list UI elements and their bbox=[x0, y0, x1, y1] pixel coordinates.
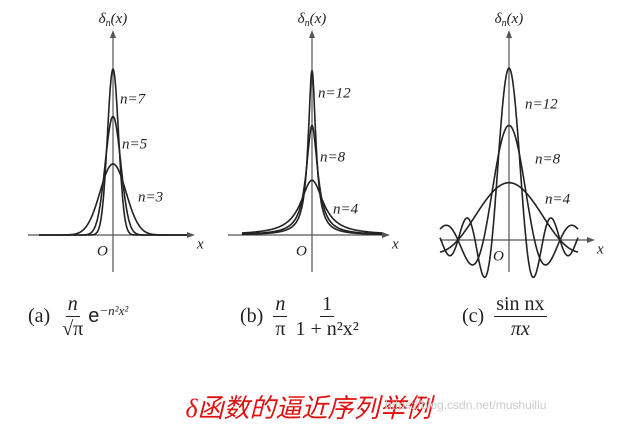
y-axis-label: δn(x) bbox=[99, 11, 128, 29]
origin-label: O bbox=[97, 243, 108, 259]
curve bbox=[439, 124, 579, 266]
fraction: n √π bbox=[60, 292, 85, 341]
caption-tag: (c) bbox=[462, 305, 485, 327]
curve bbox=[39, 163, 187, 236]
curve-label: n=8 bbox=[535, 151, 561, 167]
curve-label: n=8 bbox=[320, 149, 346, 165]
argument: (x) bbox=[310, 11, 327, 27]
curve-label: n=7 bbox=[120, 91, 147, 107]
base: e bbox=[88, 305, 100, 327]
numerator: 1 bbox=[320, 293, 335, 317]
y-arrow bbox=[110, 30, 116, 38]
curve bbox=[241, 179, 383, 234]
denominator: π bbox=[275, 318, 286, 340]
curve-label: n=4 bbox=[545, 191, 571, 207]
subscript: n bbox=[106, 18, 111, 29]
figure-title: δ函数的逼近序列举例 bbox=[185, 394, 432, 423]
argument: (x) bbox=[507, 11, 524, 27]
numerator: n bbox=[273, 293, 288, 317]
argument: (x) bbox=[111, 11, 128, 27]
symbol: δ bbox=[298, 11, 306, 27]
curve-label: n=12 bbox=[525, 96, 558, 112]
curve-label: n=4 bbox=[333, 201, 359, 217]
x-axis-label: x bbox=[391, 236, 399, 252]
curve bbox=[241, 124, 383, 235]
exponent: −n²x² bbox=[99, 302, 129, 318]
fraction: 1 1 + n²x² bbox=[293, 292, 360, 341]
curve-label: n=3 bbox=[138, 189, 163, 205]
y-arrow bbox=[506, 30, 512, 38]
curve bbox=[439, 181, 579, 253]
watermark: https://blog.csdn.net/mushuillu bbox=[385, 398, 547, 412]
symbol: δ bbox=[495, 11, 503, 27]
curve-label: n=5 bbox=[122, 136, 148, 152]
curve-label: n=12 bbox=[318, 85, 351, 101]
denominator: πx bbox=[510, 318, 530, 340]
x-arrow bbox=[187, 232, 195, 238]
subscript: n bbox=[502, 18, 507, 29]
x-axis-label: x bbox=[196, 236, 204, 252]
caption-c: (c) sin nx πx bbox=[462, 292, 550, 341]
numerator: sin nx bbox=[494, 293, 547, 317]
x-axis-label: x bbox=[596, 241, 604, 257]
caption-tag: (b) bbox=[240, 305, 264, 327]
subscript: n bbox=[305, 18, 310, 29]
symbol: δ bbox=[99, 11, 107, 27]
caption-tag: (a) bbox=[28, 305, 51, 327]
fraction: sin nx πx bbox=[494, 292, 547, 341]
fraction: n π bbox=[273, 292, 288, 341]
y-arrow bbox=[309, 30, 315, 38]
origin-label: O bbox=[296, 243, 307, 259]
y-axis-label: δn(x) bbox=[495, 11, 524, 29]
curve bbox=[439, 67, 579, 279]
origin-label: O bbox=[493, 248, 504, 264]
x-arrow bbox=[382, 232, 390, 238]
denominator: 1 + n²x² bbox=[295, 318, 359, 340]
x-arrow bbox=[587, 237, 595, 243]
caption-a: (a) n √π e −n²x² bbox=[28, 292, 128, 341]
y-axis-label: δn(x) bbox=[298, 11, 327, 29]
numerator: n bbox=[65, 293, 80, 317]
caption-b: (b) n π 1 1 + n²x² bbox=[240, 292, 364, 341]
denominator: √π bbox=[62, 318, 84, 340]
